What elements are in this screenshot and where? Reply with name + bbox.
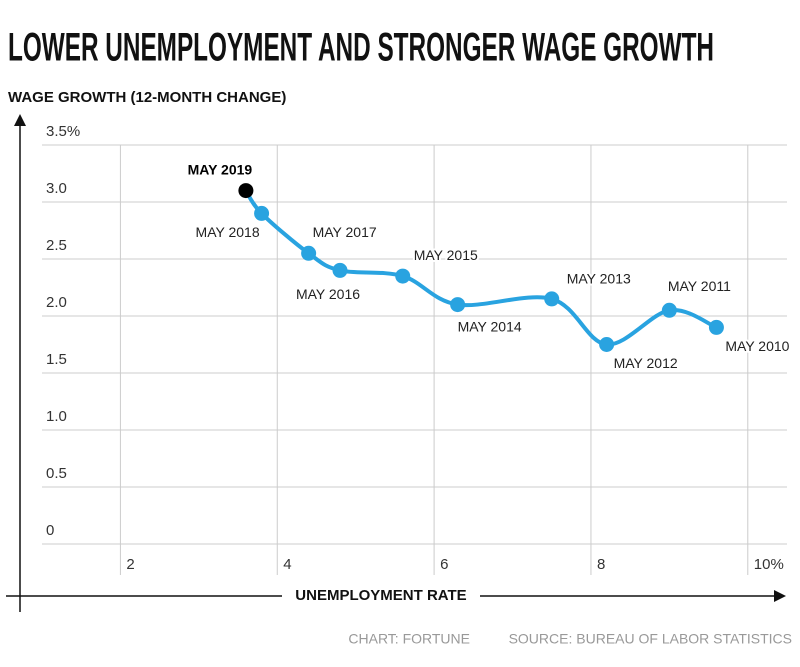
y-tick-label: 1.0 [46, 408, 67, 425]
point [708, 319, 724, 335]
point [395, 268, 411, 284]
x-tick-label: 4 [283, 556, 291, 573]
y-axis-label: WAGE GROWTH (12-MONTH CHANGE) [8, 89, 286, 106]
x-axis-arrow [774, 590, 786, 602]
y-tick-label: 0 [46, 522, 54, 539]
credit: CHART: FORTUNE [348, 631, 470, 647]
point-label: MAY 2015 [414, 247, 478, 263]
point-label: MAY 2012 [614, 355, 678, 371]
point [544, 291, 560, 307]
point [661, 302, 677, 318]
y-tick-label: 2.5 [46, 237, 67, 254]
point [450, 297, 466, 313]
point-label: MAY 2017 [313, 224, 377, 240]
point-label: MAY 2014 [458, 318, 522, 334]
x-axis-label: UNEMPLOYMENT RATE [295, 587, 466, 604]
point [238, 183, 254, 199]
point-label: MAY 2016 [296, 286, 360, 302]
x-tick-label: 6 [440, 556, 448, 573]
x-tick-label: 10% [754, 556, 784, 573]
x-label-bg [282, 584, 480, 608]
point-label: MAY 2011 [668, 278, 731, 294]
point [599, 337, 615, 352]
y-tick-label: 1.5 [46, 351, 67, 368]
y-tick-label: 2.0 [46, 294, 67, 311]
point [254, 205, 270, 221]
x-tick-label: 2 [126, 556, 134, 573]
y-axis-arrow [14, 114, 26, 126]
chart-title: LOWER UNEMPLOYMENT AND STRONGER WAGE GRO… [8, 26, 714, 70]
point [332, 262, 348, 278]
y-tick-label: 0.5 [46, 465, 67, 482]
point-label: MAY 2013 [567, 271, 631, 287]
y-tick-label: 3.5% [46, 123, 80, 140]
point-label: MAY 2018 [196, 224, 260, 240]
source: SOURCE: BUREAU OF LABOR STATISTICS [509, 631, 792, 647]
point-label: MAY 2010 [725, 338, 789, 354]
y-tick-label: 3.0 [46, 180, 67, 197]
point-label: MAY 2019 [188, 161, 253, 177]
line [244, 189, 718, 347]
point [301, 245, 317, 261]
x-tick-label: 8 [597, 556, 605, 573]
